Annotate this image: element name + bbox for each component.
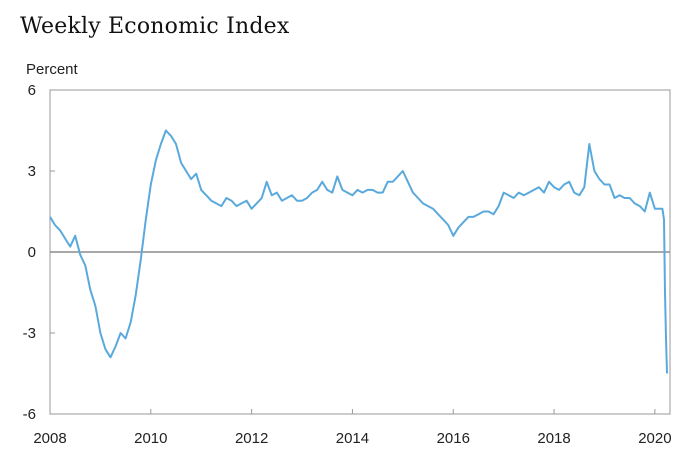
y-axis: -6 -3 0 3 6 [23,82,55,423]
chart-title: Weekly Economic Index [20,14,290,39]
x-tick-label: 2008 [33,430,66,447]
y-tick-label: 6 [28,82,36,99]
y-tick-label: 0 [28,244,36,261]
series-line [49,129,668,374]
x-tick-label: 2018 [537,430,570,447]
x-tick-label: 2010 [134,430,167,447]
x-tick-label: 2012 [235,430,268,447]
x-tick-label: 2016 [437,430,470,447]
x-tick-label: 2014 [336,430,369,447]
x-axis: 2008 2010 2012 2014 2016 2018 2020 [33,409,672,447]
y-tick-label: -3 [23,325,36,342]
y-axis-unit-label: Percent [26,61,78,78]
x-tick-label: 2020 [638,430,671,447]
y-tick-label: 3 [28,163,36,180]
y-tick-label: -6 [23,406,36,423]
